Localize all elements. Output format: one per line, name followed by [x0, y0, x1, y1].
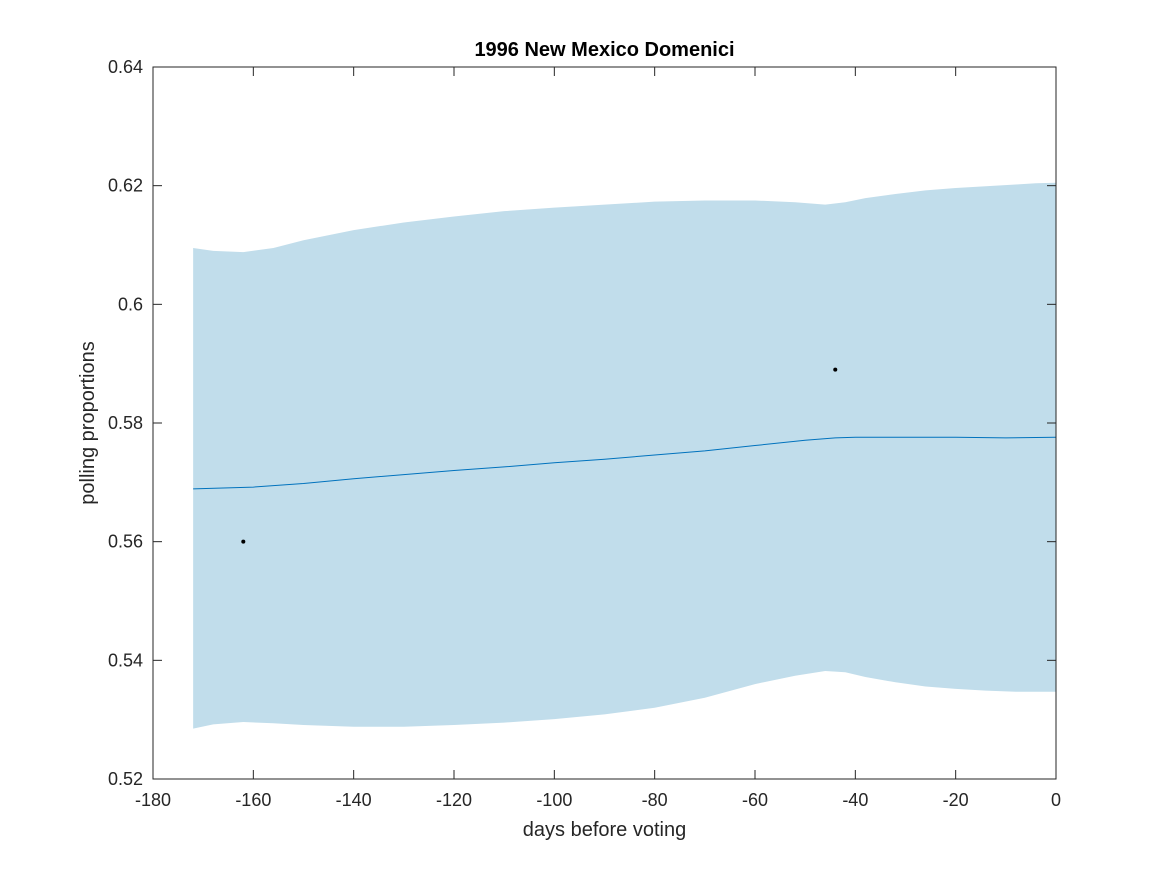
x-tick-label: -80	[642, 790, 668, 810]
x-tick-label: -180	[135, 790, 171, 810]
poll-point	[241, 539, 246, 544]
y-tick-label: 0.62	[108, 176, 143, 196]
x-tick-label: -60	[742, 790, 768, 810]
y-tick-label: 0.52	[108, 769, 143, 789]
y-tick-label: 0.54	[108, 650, 143, 670]
x-tick-label: -20	[943, 790, 969, 810]
x-tick-label: 0	[1051, 790, 1061, 810]
y-tick-label: 0.64	[108, 57, 143, 77]
x-tick-label: -100	[536, 790, 572, 810]
axis-ticks: -180 -160 -140 -120 -100 -80 -60 -40 -20 0 0.52 0.5…	[108, 57, 1061, 810]
poll-point	[833, 367, 838, 372]
plot-area	[193, 182, 1057, 729]
x-tick-label: -40	[842, 790, 868, 810]
x-tick-label: -120	[436, 790, 472, 810]
y-tick-label: 0.6	[118, 294, 143, 314]
x-tick-label: -160	[235, 790, 271, 810]
chart-title: 1996 New Mexico Domenici	[474, 39, 734, 61]
y-tick-label: 0.58	[108, 413, 143, 433]
confidence-band	[193, 182, 1057, 729]
y-tick-label: 0.56	[108, 532, 143, 552]
trend-line	[193, 436, 1057, 490]
x-tick-label: -140	[336, 790, 372, 810]
x-axis-label: days before voting	[523, 819, 686, 841]
y-axis-label: polling proportions	[77, 341, 99, 504]
